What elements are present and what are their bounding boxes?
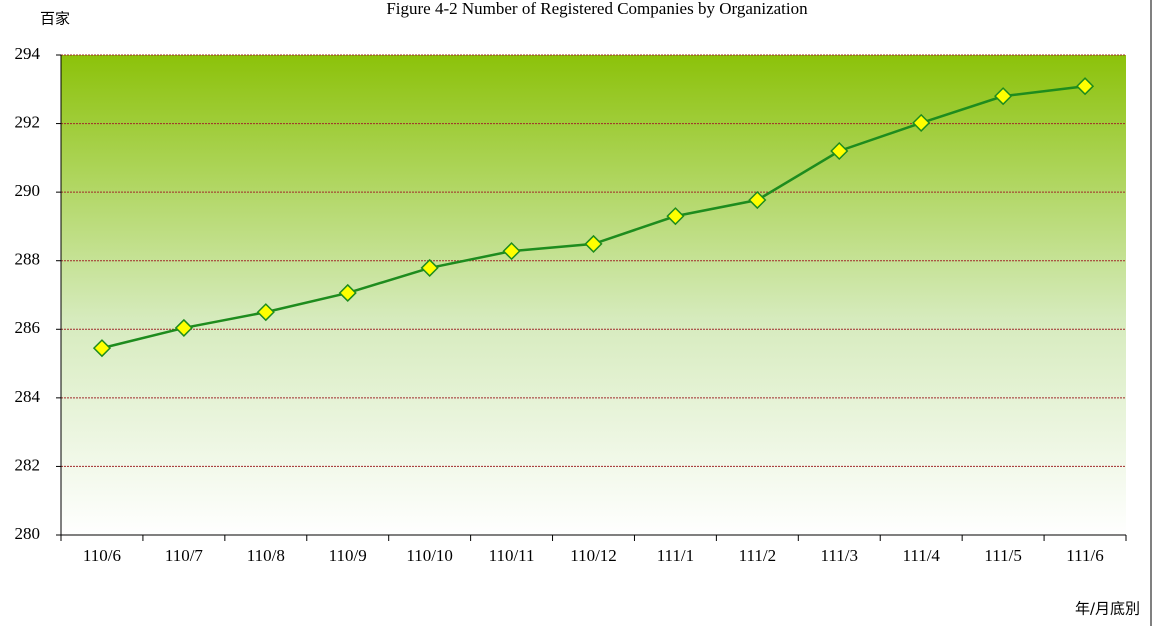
marker — [338, 283, 357, 303]
y-tick-label: 280 — [15, 524, 41, 543]
chart-title: Figure 4-2 Number of Registered Companie… — [386, 0, 808, 18]
x-tick-label: 110/11 — [489, 546, 535, 565]
marker — [92, 339, 112, 358]
y-tick-label: 282 — [15, 455, 41, 474]
y-tick-label: 286 — [15, 318, 41, 337]
x-tick-label: 111/4 — [902, 546, 940, 565]
y-tick-label: 290 — [15, 181, 41, 200]
x-tick-label: 111/2 — [739, 546, 776, 565]
marker — [256, 303, 275, 322]
x-tick-label: 110/7 — [165, 546, 204, 565]
marker — [420, 258, 439, 277]
y-tick-label: 292 — [15, 112, 41, 131]
y-axis-label: 百家 — [40, 10, 70, 28]
x-tick-label: 111/6 — [1066, 546, 1103, 565]
marker — [994, 87, 1013, 106]
y-tick-label: 284 — [15, 387, 41, 406]
y-tick-label: 288 — [15, 250, 41, 269]
x-tick-label: 110/9 — [329, 546, 367, 565]
y-tick-label: 294 — [15, 44, 41, 63]
plot-area — [61, 55, 1126, 535]
x-axis-label: 年/月底別 — [1075, 600, 1140, 618]
marker — [1075, 77, 1095, 96]
x-tick-label: 110/8 — [247, 546, 285, 565]
x-tick-label: 111/1 — [657, 546, 694, 565]
marker — [666, 207, 685, 226]
marker — [174, 318, 193, 337]
x-tick-label: 110/6 — [83, 546, 121, 565]
x-tick-label: 111/5 — [984, 546, 1021, 565]
marker — [584, 234, 603, 253]
marker — [912, 113, 931, 132]
marker — [748, 190, 767, 210]
marker — [502, 242, 521, 261]
x-tick-label: 111/3 — [821, 546, 858, 565]
x-tick-label: 110/12 — [570, 546, 617, 565]
marker — [830, 141, 849, 161]
x-tick-label: 110/10 — [406, 546, 453, 565]
